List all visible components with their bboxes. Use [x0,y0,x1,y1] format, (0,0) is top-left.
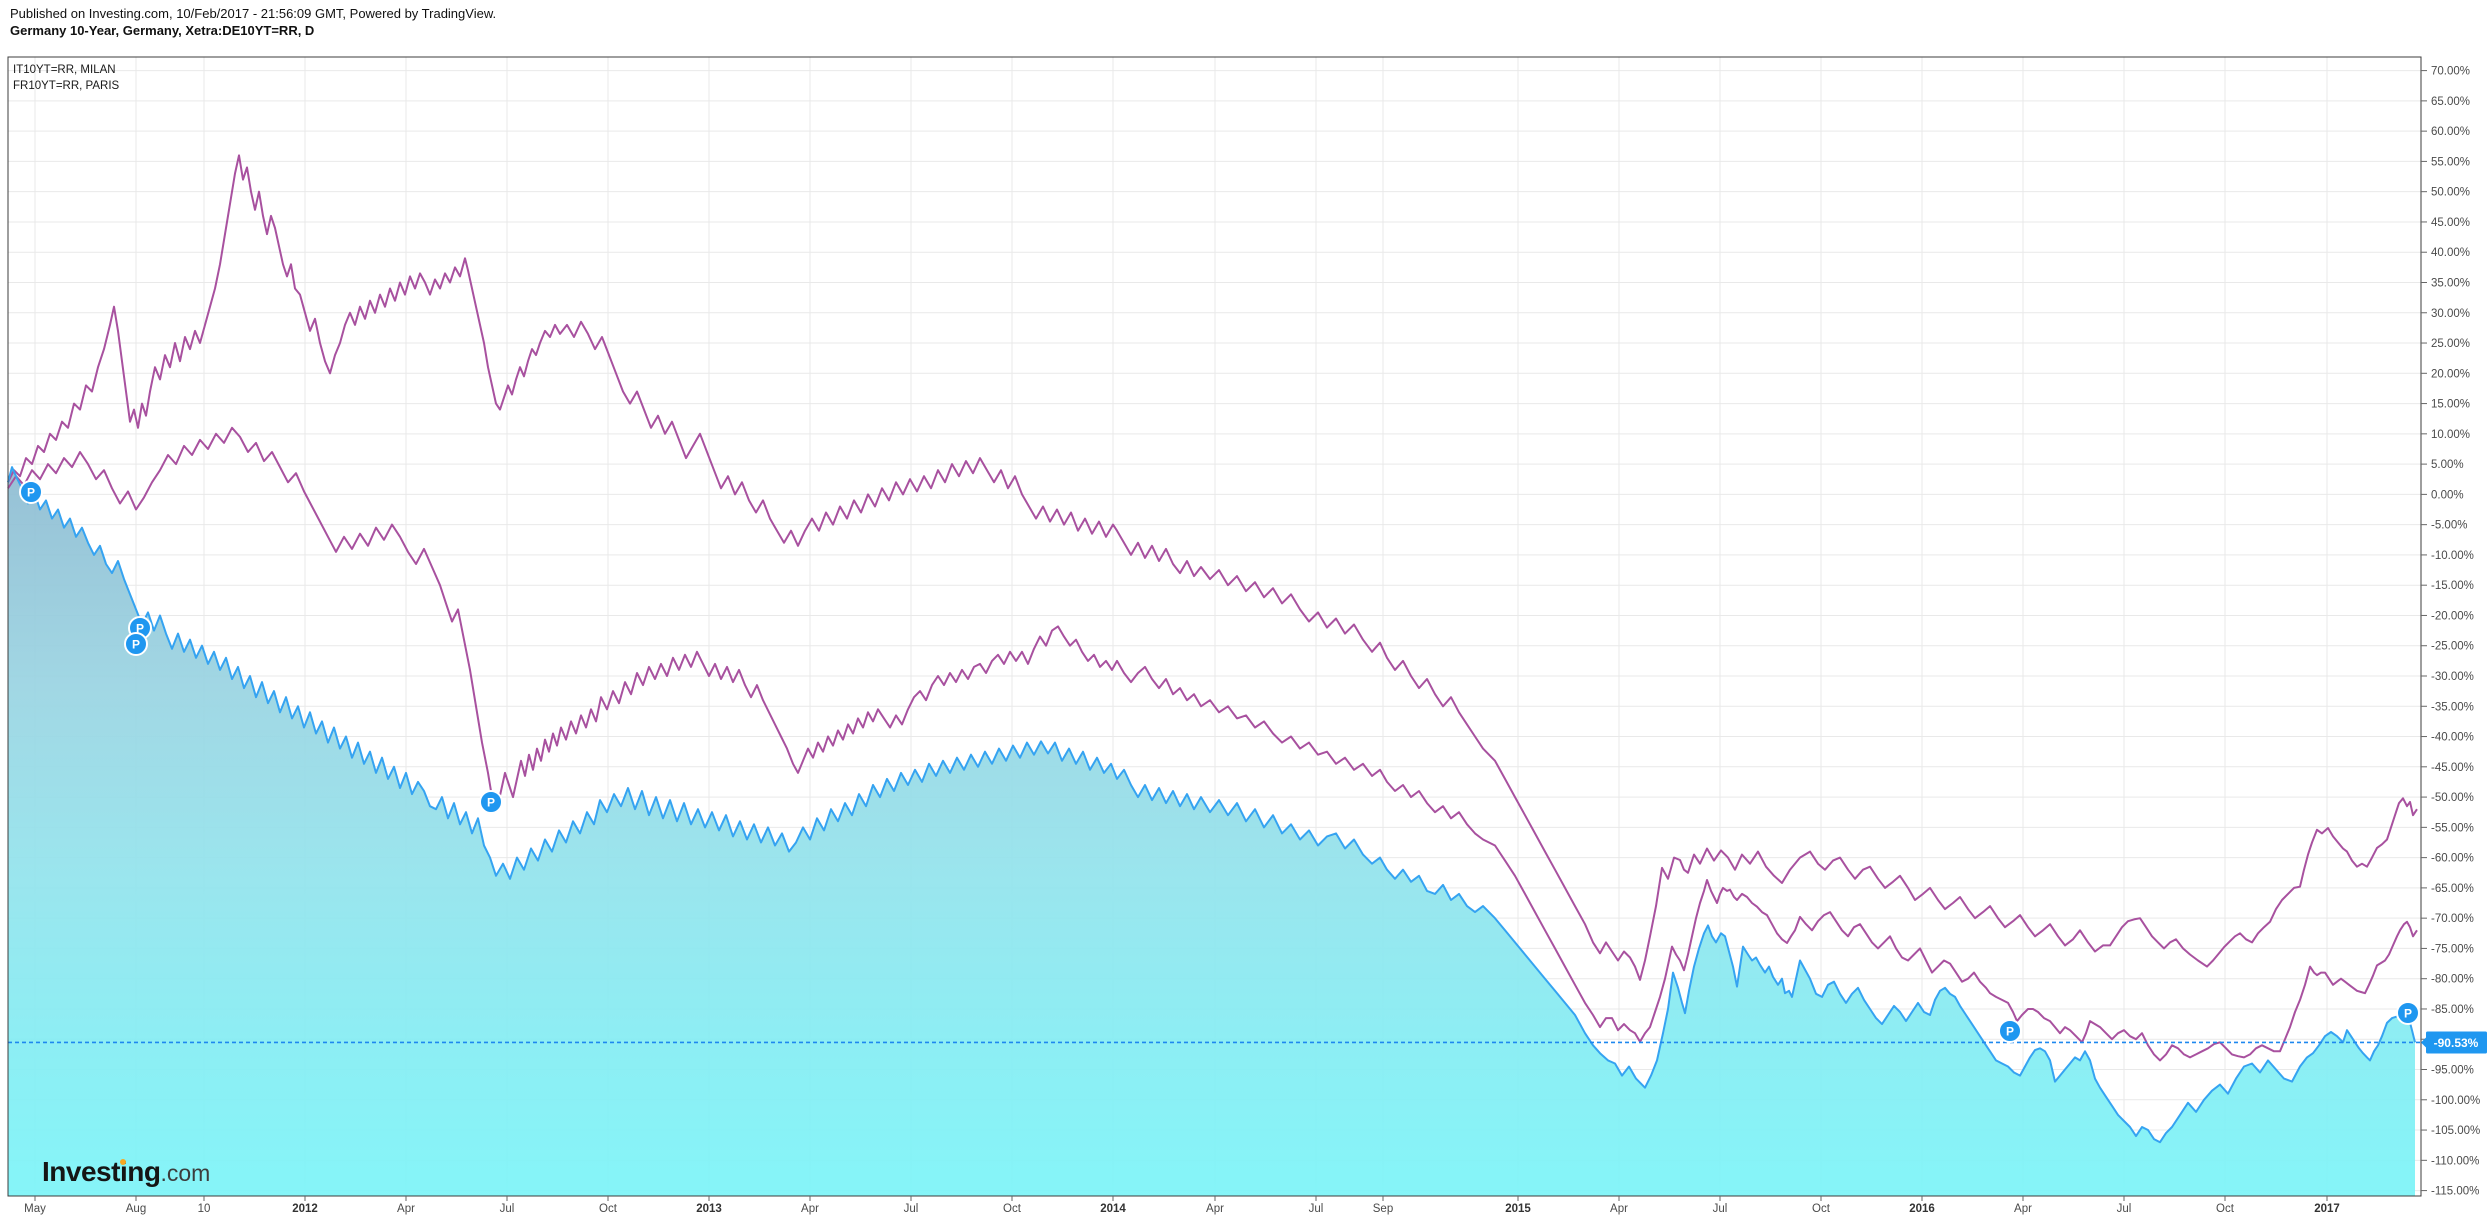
marker-letter: P [2404,1007,2412,1021]
marker-circle-icon [479,790,503,814]
badge-arrow-icon [2421,1036,2427,1049]
marker-letter: P [487,796,495,810]
logo-suffix: .com [160,1160,211,1186]
published-note-marker[interactable]: P [19,480,43,504]
price-axis[interactable]: 70.00% 65.00% 60.00% 55.00% 50.00% 45.00% 40.0… [2421,66,2480,1198]
price-axis-label: -85.00% [2431,1004,2474,1016]
price-axis-label: -105.00% [2431,1125,2480,1137]
price-axis-label: 20.00% [2431,368,2470,380]
price-axis-label: -25.00% [2431,641,2474,653]
marker-letter: P [132,638,140,652]
instrument-title: Germany 10-Year, Germany, Xetra:DE10YT=R… [10,23,315,38]
price-axis-label: 40.00% [2431,247,2470,259]
price-axis-label: -5.00% [2431,520,2467,532]
time-axis-label: 2012 [292,1203,318,1215]
price-axis-label: -115.00% [2431,1186,2479,1198]
legend-item-france: FR10YT=RR, PARIS [13,80,120,92]
time-axis-label: Apr [2014,1203,2032,1215]
price-axis-label: 0.00% [2431,489,2464,501]
price-axis-label: -65.00% [2431,883,2474,895]
badge-value: -90.53% [2434,1036,2479,1050]
time-axis-label: 10 [198,1203,211,1215]
published-note-marker[interactable]: P [479,790,503,814]
price-axis-label: 70.00% [2431,66,2470,78]
price-axis-label: -50.00% [2431,792,2474,804]
price-axis-label: 55.00% [2431,156,2470,168]
published-note-marker[interactable]: P [2396,1001,2420,1025]
time-axis-label: Oct [1812,1203,1831,1215]
price-axis-label: -75.00% [2431,943,2474,955]
legend-item-italy: IT10YT=RR, MILAN [13,64,116,76]
time-axis-label: Oct [1003,1203,1022,1215]
time-axis-label: Sep [1373,1203,1393,1215]
published-note-marker[interactable]: P [1998,1019,2022,1043]
price-axis-label: -10.00% [2431,550,2474,562]
price-axis-label: -45.00% [2431,762,2474,774]
logo-text: Invest [42,1156,120,1187]
price-axis-label: -40.00% [2431,732,2474,744]
logo-text-tail: ng [127,1156,161,1187]
time-axis-label: 2014 [1100,1203,1126,1215]
marker-circle-icon [2396,1001,2420,1025]
time-axis-label: Apr [1610,1203,1628,1215]
badge-box [2426,1031,2487,1054]
time-axis-label: Jul [1713,1203,1728,1215]
series-line-germany [7,466,2416,1144]
last-price-badge: -90.53% [2421,1031,2487,1054]
time-axis-label: Oct [2216,1203,2235,1215]
price-axis-label: -60.00% [2431,853,2474,865]
price-axis-label: -95.00% [2431,1065,2474,1077]
price-axis-label: -35.00% [2431,701,2474,713]
time-axis-label: 2013 [696,1203,722,1215]
time-axis-label: 2015 [1505,1203,1531,1215]
time-axis-label: Jul [1309,1203,1324,1215]
price-axis-label: 45.00% [2431,217,2470,229]
price-axis-label: 10.00% [2431,429,2470,441]
time-axis-label: Jul [904,1203,919,1215]
time-axis-label: 2016 [1909,1203,1935,1215]
published-line: Published on Investing.com, 10/Feb/2017 … [10,6,497,21]
price-axis-label: -80.00% [2431,974,2474,986]
price-axis-label: -70.00% [2431,913,2474,925]
marker-letter: P [136,622,144,636]
published-note-marker[interactable]: P [124,632,148,656]
price-axis-label: 35.00% [2431,277,2470,289]
time-axis-label: Apr [801,1203,819,1215]
marker-circle-icon [1998,1019,2022,1043]
price-axis-label: -55.00% [2431,822,2474,834]
time-axis-label: Jul [2117,1203,2132,1215]
series-area-germany [8,467,2415,1197]
price-axis-label: -100.00% [2431,1095,2480,1107]
time-axis-label: Jul [500,1203,515,1215]
price-axis-label: -20.00% [2431,610,2474,622]
price-axis-label: 30.00% [2431,308,2470,320]
time-axis-label: May [24,1203,46,1215]
time-axis-label: 2017 [2314,1203,2340,1215]
price-axis-label: 50.00% [2431,187,2470,199]
price-axis-label: 15.00% [2431,399,2470,411]
price-axis-label: 60.00% [2431,126,2470,138]
price-axis-label: 25.00% [2431,338,2470,350]
marker-circle-icon [124,632,148,656]
investing-logo[interactable]: Investing.com [42,1156,210,1188]
price-axis-label: -110.00% [2431,1155,2479,1167]
time-axis-label: Aug [126,1203,146,1215]
time-axis[interactable]: May Aug 10 2012 Apr Jul Oct 2013 Apr Jul Oct 2014 Ap… [24,1196,2340,1215]
price-axis-label: -30.00% [2431,671,2474,683]
marker-letter: P [2006,1025,2014,1039]
price-axis-label: 5.00% [2431,459,2464,471]
price-axis-label: 65.00% [2431,96,2470,108]
time-axis-label: Apr [1206,1203,1224,1215]
logo-dotted-i: i [119,1156,128,1187]
series-line-italy [7,154,2418,981]
marker-letter: P [27,486,35,500]
price-axis-label: -15.00% [2431,580,2474,592]
time-axis-label: Oct [599,1203,618,1215]
time-axis-label: Apr [397,1203,415,1215]
series-line-france [7,426,2418,1062]
marker-circle-icon [19,480,43,504]
